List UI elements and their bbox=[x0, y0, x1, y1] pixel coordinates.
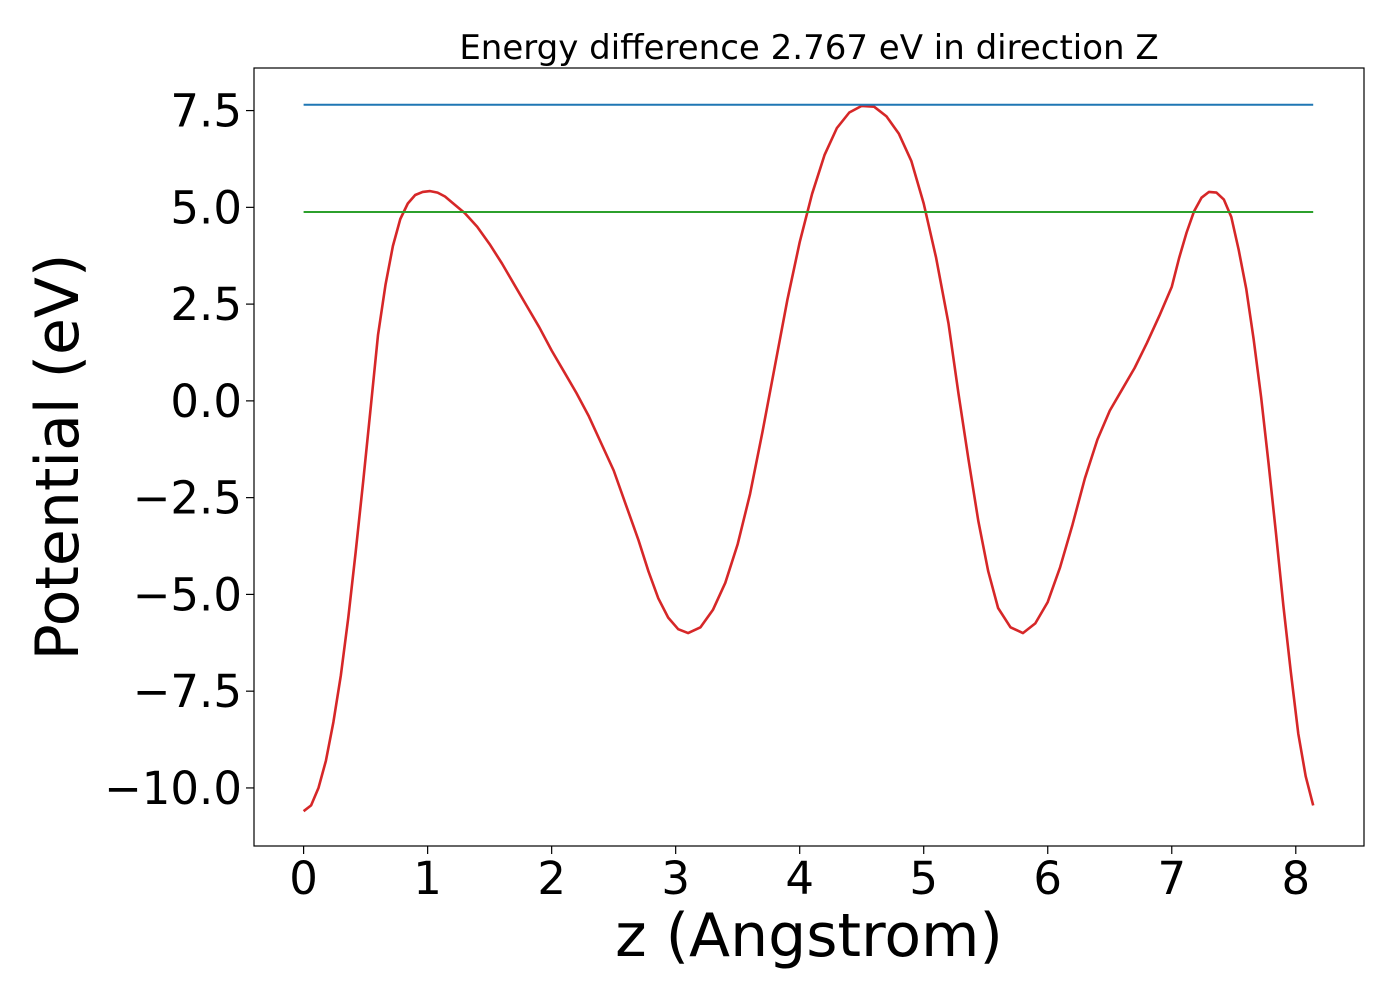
y-tick-label: −10.0 bbox=[104, 762, 242, 815]
y-tick-label: 7.5 bbox=[170, 85, 242, 138]
chart-title: Energy difference 2.767 eV in direction … bbox=[459, 28, 1158, 68]
plot-frame bbox=[253, 67, 1365, 847]
x-tick-label: 8 bbox=[1281, 852, 1310, 905]
x-tick-label: 2 bbox=[537, 852, 566, 905]
y-tick-label: −2.5 bbox=[133, 472, 242, 525]
y-tick-label: −7.5 bbox=[133, 665, 242, 718]
y-tick-label: 2.5 bbox=[170, 278, 242, 331]
series-layer bbox=[302, 103, 1315, 813]
x-tick-label: 6 bbox=[1033, 852, 1062, 905]
series-line-1 bbox=[302, 104, 1315, 813]
y-tick-label: 5.0 bbox=[170, 181, 242, 234]
y-tick-label: 0.0 bbox=[170, 375, 242, 428]
y-axis: −10.0 −7.5 −5.0 −2.5 0.0 2.5 5.0 7.5 bbox=[104, 85, 254, 815]
x-tick-label: 5 bbox=[909, 852, 938, 905]
y-axis-label: Potential (eV) bbox=[23, 254, 93, 661]
plot-area bbox=[253, 67, 1365, 847]
x-tick-label: 3 bbox=[661, 852, 690, 905]
x-tick-label: 1 bbox=[413, 852, 442, 905]
x-tick-label: 4 bbox=[785, 852, 814, 905]
x-tick-label: 0 bbox=[289, 852, 318, 905]
x-axis-label: z (Angstrom) bbox=[615, 901, 1003, 971]
x-tick-label: 7 bbox=[1157, 852, 1186, 905]
x-axis: 0 1 2 3 4 5 6 7 8 bbox=[289, 846, 1310, 905]
y-tick-label: −5.0 bbox=[133, 568, 242, 621]
